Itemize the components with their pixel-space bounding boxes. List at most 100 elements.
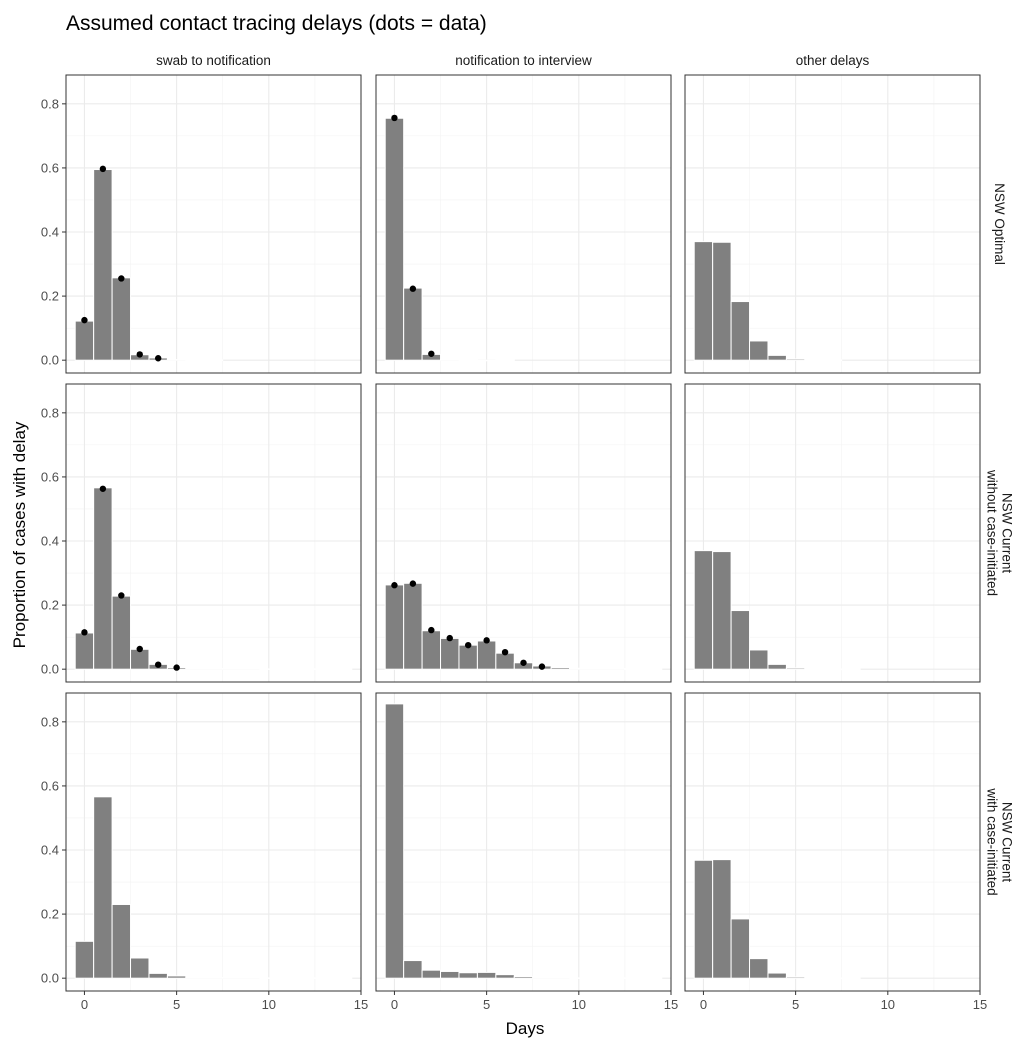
panel-border: [65, 74, 362, 374]
bar: [495, 974, 515, 979]
bar: [148, 972, 168, 979]
y-tick-label: 0.8: [41, 96, 59, 111]
panel-background: [376, 693, 671, 991]
y-axis-title: Proportion of cases with delay: [10, 421, 29, 648]
x-tick-label: 15: [973, 997, 987, 1012]
bar: [841, 977, 861, 980]
facet-row-label-line: NSW Current: [1000, 802, 1015, 883]
bar: [332, 977, 353, 979]
bar: [785, 667, 806, 670]
bar: [605, 668, 626, 670]
bar: [111, 277, 132, 361]
bar: [458, 359, 478, 361]
y-tick-label: 0.4: [41, 225, 59, 240]
panel-r0-c0: 0.0 0.2 0.4 0.6 0.8: [41, 74, 362, 374]
bar: [550, 667, 571, 670]
x-tick-label: 0: [700, 997, 707, 1012]
data-point: [81, 629, 88, 636]
bar: [822, 977, 843, 980]
panel-border: [375, 383, 672, 683]
data-point: [118, 275, 125, 282]
bar: [495, 652, 515, 670]
x-tick-label: 10: [572, 997, 586, 1012]
bar: [203, 359, 224, 361]
data-point: [81, 316, 88, 324]
y-tick-label: 0.6: [41, 778, 59, 793]
y-tick-label: 0.6: [41, 160, 59, 175]
bar: [458, 972, 478, 979]
bar: [314, 977, 334, 979]
y-tick-label: 0.2: [41, 907, 59, 922]
data-point: [136, 645, 143, 653]
bar: [130, 957, 150, 979]
x-tick-label: 10: [881, 997, 895, 1012]
bar: [277, 668, 297, 670]
bar: [822, 668, 843, 671]
facet-row-label-line: with case-initiated: [985, 787, 1000, 895]
bar: [240, 977, 261, 979]
bar: [458, 644, 478, 670]
bar: [569, 667, 589, 670]
panel-border: [684, 692, 981, 992]
bar: [804, 977, 824, 979]
bar: [749, 649, 769, 670]
bar: [332, 668, 353, 670]
x-tick-label: 10: [262, 997, 276, 1012]
bar: [259, 668, 279, 670]
panel-border: [65, 692, 362, 992]
bar: [166, 359, 187, 361]
bar: [74, 320, 95, 361]
bar: [166, 975, 187, 979]
data-point: [428, 350, 435, 357]
bar: [74, 632, 95, 670]
bar: [185, 359, 205, 361]
bar: [440, 637, 460, 670]
y-tick-label: 0.0: [41, 662, 59, 677]
data-point: [538, 663, 546, 670]
x-tick-label: 5: [792, 997, 799, 1012]
data-point: [464, 641, 472, 649]
bar: [642, 977, 663, 979]
bar: [785, 358, 806, 361]
bar: [804, 359, 824, 361]
y-tick-label: 0.8: [41, 405, 59, 420]
panel-r1-c1: [375, 383, 672, 683]
bar: [185, 976, 205, 979]
bar: [203, 668, 224, 670]
bar: [93, 487, 113, 670]
bar: [550, 977, 571, 979]
bar: [295, 977, 316, 979]
bar: [587, 668, 607, 670]
data-point: [391, 114, 398, 122]
facet-row-label: NSW Optimal: [992, 183, 1007, 265]
y-tick-label: 0.6: [41, 469, 59, 484]
data-point: [118, 592, 125, 599]
panel-border: [375, 692, 672, 992]
bar: [730, 301, 751, 361]
bar: [295, 668, 316, 670]
x-tick-label: 0: [81, 997, 88, 1012]
bar: [605, 977, 626, 979]
data-point: [173, 664, 180, 671]
bar: [513, 976, 534, 979]
data-point: [501, 649, 509, 656]
bar: [476, 971, 497, 979]
bar: [712, 551, 732, 670]
data-point: [154, 355, 162, 362]
data-point: [136, 351, 143, 358]
x-axis-title: Days: [506, 1019, 545, 1038]
bar: [642, 668, 663, 670]
bar: [93, 169, 113, 361]
bar: [767, 972, 787, 979]
bar: [111, 903, 132, 979]
panel-grid: swab to notification notification to inte…: [41, 53, 1015, 1012]
bar: [440, 970, 460, 979]
panel-border: [375, 74, 672, 374]
bar: [240, 668, 261, 670]
bar: [277, 977, 297, 979]
bar: [421, 630, 442, 670]
x-tick-label: 5: [173, 997, 180, 1012]
bar: [476, 359, 497, 362]
